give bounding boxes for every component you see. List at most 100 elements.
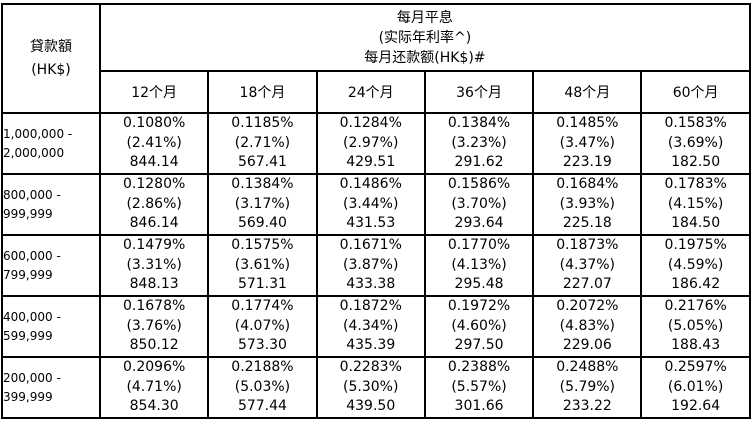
term-header: 60个月 — [640, 70, 751, 114]
loan-amount-range: 400,000 - 599,999 — [1, 295, 101, 358]
rate-cell: 0.1586% (3.70%) 293.64 — [423, 173, 535, 236]
monthly-payment-value: 291.62 — [454, 154, 504, 171]
rate-cell: 0.1872% (4.34%) 435.39 — [315, 295, 426, 358]
rate-cell: 0.1479% (3.31%) 848.13 — [98, 234, 210, 297]
monthly-payment-value: 854.30 — [129, 398, 179, 415]
table-row: 400,000 - 599,999 0.1678% (3.76%) 850.12 0.17… — [1, 295, 751, 358]
apr-value: (2.86%) — [126, 195, 182, 212]
apr-value: (3.70%) — [451, 195, 507, 212]
flat-rate-value: 0.1770% — [447, 237, 511, 254]
apr-value: (5.30%) — [343, 378, 399, 395]
monthly-flat-rate-label: 每月平息 — [396, 9, 453, 26]
header-row-terms: 12个月 18个月 24个月 36个月 48个月 60个月 — [2, 70, 751, 114]
loan-amount-range: 600,000 - 799,999 — [1, 234, 101, 297]
monthly-payment-value: 182.50 — [671, 154, 721, 171]
header-row-top: 貸款額 (HK$) 每月平息 (实际年利率^) 每月还款额(HK$)# — [1, 3, 751, 114]
loan-amount-range: 1,000,000 - 2,000,000 — [1, 112, 101, 175]
apr-value: (2.71%) — [234, 134, 291, 151]
apr-label: (实际年利率^) — [378, 29, 472, 46]
apr-value: (6.01%) — [667, 378, 724, 395]
flat-rate-value: 0.2283% — [339, 359, 402, 376]
flat-rate-value: 0.1972% — [447, 298, 511, 315]
flat-rate-value: 0.2488% — [556, 359, 619, 376]
rate-group-header: 每月平息 (实际年利率^) 每月还款额(HK$)# — [99, 3, 751, 72]
term-header: 18个月 — [207, 70, 318, 114]
flat-rate-value: 0.1873% — [556, 237, 619, 254]
apr-value: (4.59%) — [667, 256, 724, 273]
flat-rate-value: 0.1671% — [339, 237, 402, 254]
flat-rate-value: 0.1080% — [123, 115, 186, 132]
rate-cell: 0.1384% (3.17%) 569.40 — [207, 173, 318, 236]
flat-rate-value: 0.2597% — [664, 359, 727, 376]
rate-cell: 0.1972% (4.60%) 297.50 — [423, 295, 535, 358]
flat-rate-value: 0.1684% — [556, 176, 619, 193]
monthly-payment-value: 227.07 — [562, 276, 612, 293]
apr-value: (4.37%) — [559, 256, 616, 273]
flat-rate-value: 0.1575% — [231, 237, 294, 254]
table-row: 200,000 - 399,999 0.2096% (4.71%) 854.30 0.21… — [1, 356, 751, 419]
monthly-payment-value: 567.41 — [237, 154, 287, 171]
rate-cell: 0.1280% (2.86%) 846.14 — [98, 173, 210, 236]
flat-rate-value: 0.1783% — [664, 176, 727, 193]
flat-rate-value: 0.2176% — [664, 298, 727, 315]
rate-cell: 0.1485% (3.47%) 223.19 — [532, 112, 643, 175]
monthly-payment-value: 233.22 — [562, 398, 612, 415]
monthly-payment-label: 每月还款额(HK$)# — [364, 49, 486, 66]
apr-value: (5.57%) — [451, 378, 507, 395]
rate-cell: 0.1873% (4.37%) 227.07 — [532, 234, 643, 297]
monthly-payment-value: 223.19 — [562, 154, 612, 171]
loan-amount-label: 貸款額 — [30, 38, 72, 55]
apr-value: (3.31%) — [126, 256, 182, 273]
monthly-payment-value: 844.14 — [129, 154, 179, 171]
apr-value: (3.47%) — [559, 134, 616, 151]
flat-rate-value: 0.1485% — [556, 115, 619, 132]
table-row: 1,000,000 - 2,000,000 0.1080% (2.41%) 844.14… — [1, 112, 751, 175]
apr-value: (4.07%) — [234, 317, 291, 334]
rate-cell: 0.1684% (3.93%) 225.18 — [532, 173, 643, 236]
flat-rate-value: 0.1479% — [123, 237, 186, 254]
rate-cell: 0.1783% (4.15%) 184.50 — [640, 173, 751, 236]
term-header: 24个月 — [315, 70, 426, 114]
flat-rate-value: 0.2072% — [556, 298, 619, 315]
range-text: 200,000 - — [3, 370, 61, 385]
monthly-payment-value: 186.42 — [671, 276, 721, 293]
rate-cell: 0.2072% (4.83%) 229.06 — [532, 295, 643, 358]
table-body: 1,000,000 - 2,000,000 0.1080% (2.41%) 844.14… — [1, 112, 751, 419]
rate-cell: 0.1770% (4.13%) 295.48 — [423, 234, 535, 297]
loan-rate-table: 貸款額 (HK$) 每月平息 (实际年利率^) 每月还款额(HK$)# 12个月… — [1, 3, 751, 419]
loan-amount-unit: (HK$) — [31, 61, 71, 78]
loan-amount-range: 800,000 - 999,999 — [1, 173, 101, 236]
rate-cell: 0.1671% (3.87%) 433.38 — [315, 234, 426, 297]
apr-value: (5.79%) — [559, 378, 616, 395]
range-text: 2,000,000 — [3, 145, 65, 160]
term-header: 48个月 — [532, 70, 643, 114]
flat-rate-value: 0.1280% — [123, 176, 186, 193]
monthly-payment-value: 846.14 — [129, 215, 179, 232]
range-text: 600,000 - — [3, 248, 61, 263]
apr-value: (2.97%) — [343, 134, 399, 151]
apr-value: (4.71%) — [126, 378, 182, 395]
monthly-payment-value: 569.40 — [237, 215, 287, 232]
flat-rate-value: 0.1284% — [339, 115, 402, 132]
flat-rate-value: 0.1384% — [231, 176, 294, 193]
monthly-payment-value: 192.64 — [671, 398, 721, 415]
apr-value: (4.83%) — [559, 317, 616, 334]
monthly-payment-value: 295.48 — [454, 276, 504, 293]
range-text: 800,000 - — [3, 187, 61, 202]
term-header: 36个月 — [423, 70, 535, 114]
monthly-payment-value: 850.12 — [129, 337, 179, 354]
flat-rate-value: 0.1975% — [664, 237, 727, 254]
monthly-payment-value: 188.43 — [671, 337, 721, 354]
monthly-payment-value: 577.44 — [237, 398, 287, 415]
rate-cell: 0.1575% (3.61%) 571.31 — [207, 234, 318, 297]
table-row: 800,000 - 999,999 0.1280% (2.86%) 846.14 0.13… — [1, 173, 751, 236]
monthly-payment-value: 848.13 — [129, 276, 179, 293]
flat-rate-value: 0.1583% — [664, 115, 727, 132]
apr-value: (5.03%) — [234, 378, 291, 395]
monthly-payment-value: 439.50 — [346, 398, 396, 415]
flat-rate-value: 0.2188% — [231, 359, 294, 376]
apr-value: (3.93%) — [559, 195, 616, 212]
apr-value: (4.15%) — [667, 195, 724, 212]
monthly-payment-value: 433.38 — [346, 276, 396, 293]
apr-value: (2.41%) — [126, 134, 182, 151]
